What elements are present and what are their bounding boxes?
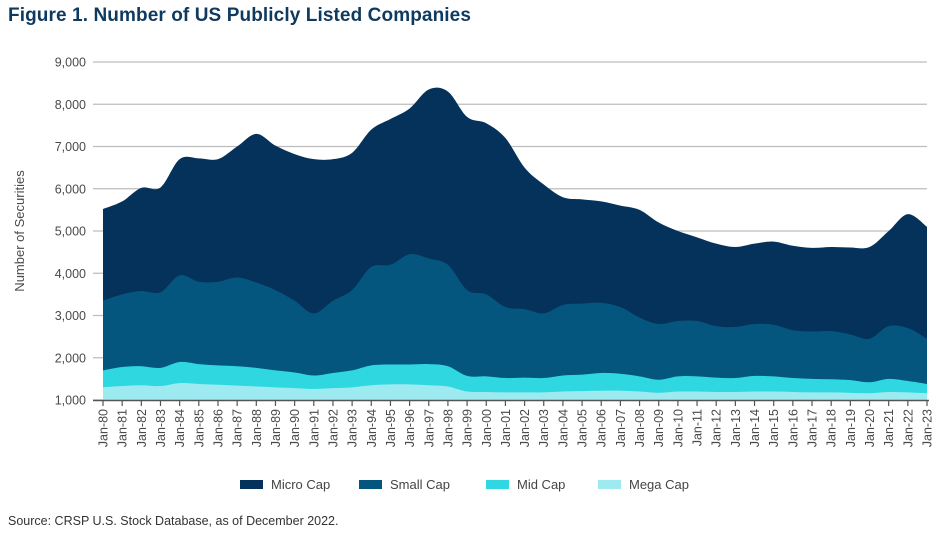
legend-label-mega-cap: Mega Cap <box>629 477 689 492</box>
x-tick-label: Jan-93 <box>346 409 360 447</box>
x-tick-label: Jan-05 <box>576 409 590 447</box>
x-tick-label: Jan-94 <box>365 409 379 447</box>
legend-swatch-mega-cap <box>598 480 621 489</box>
x-tick-label: Jan-97 <box>422 409 436 447</box>
y-tick-label: 2,000 <box>55 351 86 365</box>
x-tick-label: Jan-13 <box>729 409 743 447</box>
x-tick-label: Jan-12 <box>710 409 724 447</box>
x-tick-label: Jan-96 <box>403 409 417 447</box>
x-tick-label: Jan-23 <box>921 409 935 447</box>
x-tick-label: Jan-09 <box>652 409 666 447</box>
legend-swatch-mid-cap <box>486 480 509 489</box>
y-tick-label: 5,000 <box>55 225 86 239</box>
x-tick-label: Jan-06 <box>595 409 609 447</box>
legend-label-micro-cap: Micro Cap <box>271 477 331 492</box>
x-tick-label: Jan-07 <box>614 409 628 447</box>
x-tick-label: Jan-04 <box>556 409 570 447</box>
x-tick-label: Jan-19 <box>844 409 858 447</box>
y-tick-label: 4,000 <box>55 267 86 281</box>
x-axis: Jan-80 Jan-81 Jan-82 Jan-83 Jan-84 Jan-85 Jan-… <box>93 399 935 447</box>
legend-item-small-cap: Small Cap <box>359 477 450 492</box>
x-tick-label: Jan-08 <box>633 409 647 447</box>
x-tick-label: Jan-80 <box>97 409 111 447</box>
x-tick-label: Jan-81 <box>116 409 130 447</box>
x-tick-label: Jan-00 <box>480 409 494 447</box>
x-tick-label: Jan-14 <box>748 409 762 447</box>
y-tick-label: 3,000 <box>55 309 86 323</box>
x-tick-label: Jan-10 <box>671 409 685 447</box>
x-tick-label: Jan-98 <box>441 409 455 447</box>
x-tick-label: Jan-16 <box>786 409 800 447</box>
x-tick-label: Jan-02 <box>518 409 532 447</box>
y-axis: 1,000 2,000 3,000 4,000 5,000 6,000 7,000 8,000… <box>55 56 86 408</box>
x-tick-label: Jan-18 <box>825 409 839 447</box>
x-tick-label: Jan-11 <box>691 409 705 446</box>
x-tick-label: Jan-91 <box>307 409 321 447</box>
y-tick-label: 6,000 <box>55 182 86 196</box>
x-tick-label: Jan-22 <box>901 409 915 447</box>
legend-label-mid-cap: Mid Cap <box>517 477 566 492</box>
legend-item-mid-cap: Mid Cap <box>486 477 565 492</box>
legend-item-mega-cap: Mega Cap <box>598 477 689 492</box>
legend: Micro Cap Small Cap Mid Cap Mega Cap <box>0 477 940 497</box>
x-tick-label: Jan-83 <box>154 409 168 447</box>
y-tick-label: 7,000 <box>55 140 86 154</box>
legend-swatch-micro-cap <box>240 480 263 489</box>
legend-item-micro-cap: Micro Cap <box>240 477 330 492</box>
x-tick-label: Jan-89 <box>269 409 283 447</box>
y-tick-label: 9,000 <box>55 56 86 70</box>
y-axis-title: Number of Securities <box>12 170 27 292</box>
x-tick-label: Jan-99 <box>461 409 475 447</box>
x-tick-label: Jan-21 <box>882 409 896 447</box>
legend-swatch-small-cap <box>359 480 382 489</box>
x-tick-label: Jan-85 <box>192 409 206 447</box>
area-layers <box>103 87 927 400</box>
x-tick-label: Jan-82 <box>135 409 149 447</box>
x-tick-label: Jan-15 <box>767 409 781 447</box>
x-tick-label: Jan-17 <box>806 409 820 447</box>
x-tick-label: Jan-87 <box>231 409 245 447</box>
x-tick-label: Jan-84 <box>173 409 187 447</box>
legend-label-small-cap: Small Cap <box>390 477 450 492</box>
chart-title: Figure 1. Number of US Publicly Listed C… <box>8 5 471 26</box>
x-tick-label: Jan-88 <box>250 409 264 447</box>
x-tick-label: Jan-01 <box>499 409 513 447</box>
area-small-cap <box>103 254 927 400</box>
x-tick-label: Jan-95 <box>384 409 398 447</box>
y-tick-label: 1,000 <box>55 394 86 408</box>
x-tick-label: Jan-90 <box>288 409 302 447</box>
x-tick-label: Jan-20 <box>863 409 877 447</box>
source-note: Source: CRSP U.S. Stock Database, as of … <box>8 514 339 528</box>
area-mega-cap <box>103 383 927 400</box>
x-tick-label: Jan-86 <box>211 409 225 447</box>
x-tick-label: Jan-03 <box>537 409 551 447</box>
x-tick-label: Jan-92 <box>326 409 340 447</box>
y-tick-label: 8,000 <box>55 98 86 112</box>
